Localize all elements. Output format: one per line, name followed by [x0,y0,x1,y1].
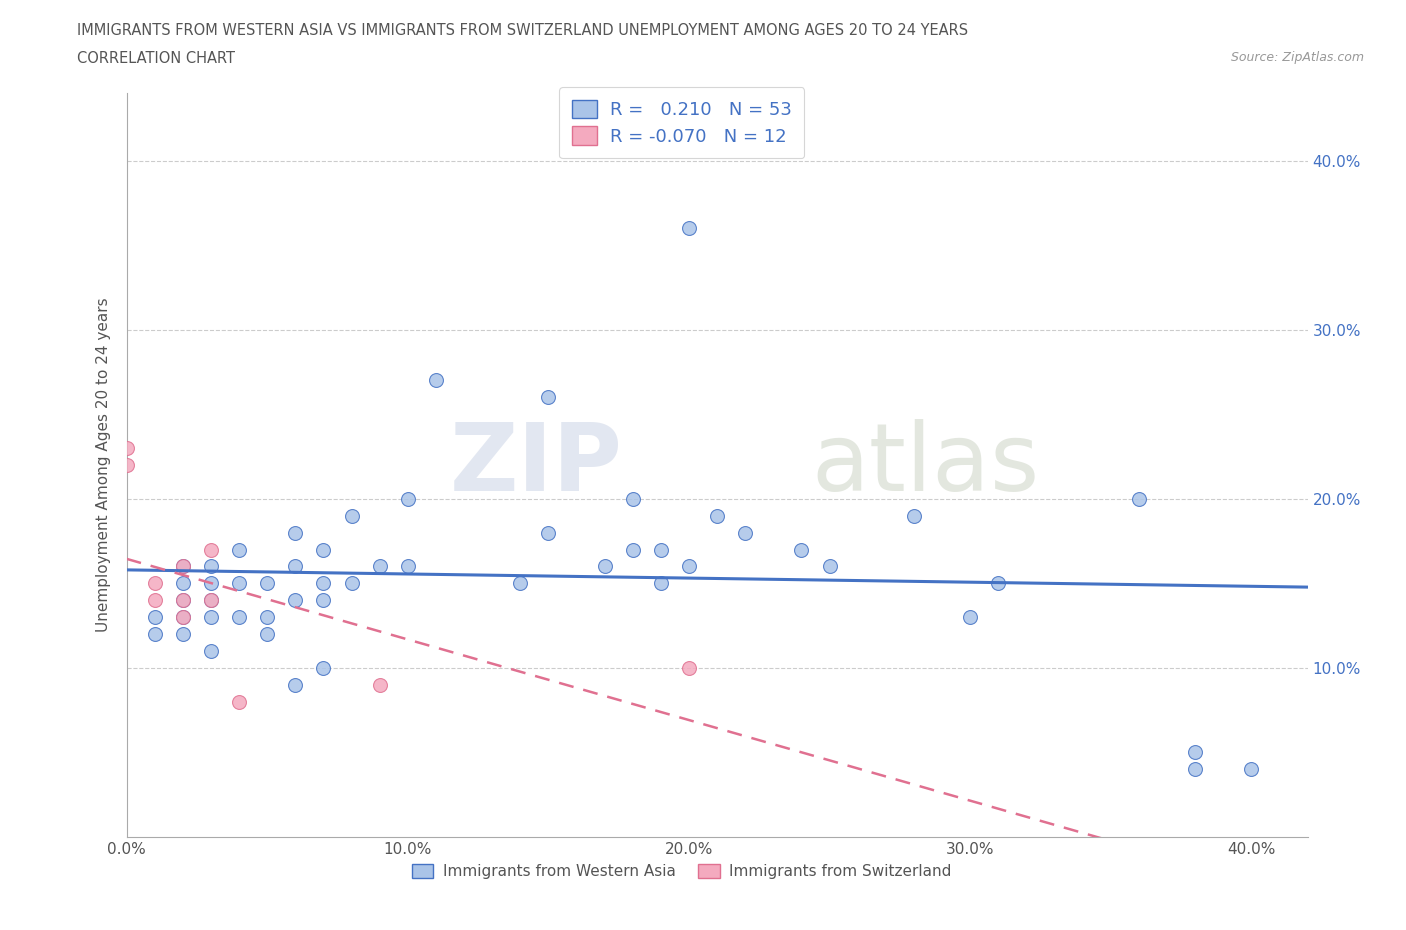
Point [1184,762,1206,777]
Point [903,509,925,524]
Point [621,491,644,506]
Point [143,592,166,607]
Point [200,592,222,607]
Point [172,592,194,607]
Point [593,559,616,574]
Point [312,576,335,591]
Point [425,373,447,388]
Point [621,542,644,557]
Point [228,542,250,557]
Point [1128,491,1150,506]
Point [228,695,250,710]
Point [396,491,419,506]
Point [340,576,363,591]
Point [200,542,222,557]
Point [172,559,194,574]
Point [172,610,194,625]
Point [256,627,278,642]
Point [284,559,307,574]
Point [678,559,700,574]
Point [143,627,166,642]
Point [818,559,841,574]
Point [284,592,307,607]
Point [312,660,335,675]
Point [1240,762,1263,777]
Point [115,441,138,456]
Point [143,576,166,591]
Point [284,677,307,692]
Point [200,559,222,574]
Point [172,610,194,625]
Point [706,509,728,524]
Text: IMMIGRANTS FROM WESTERN ASIA VS IMMIGRANTS FROM SWITZERLAND UNEMPLOYMENT AMONG A: IMMIGRANTS FROM WESTERN ASIA VS IMMIGRAN… [77,23,969,38]
Point [987,576,1010,591]
Point [790,542,813,557]
Point [143,610,166,625]
Legend: Immigrants from Western Asia, Immigrants from Switzerland: Immigrants from Western Asia, Immigrants… [406,857,957,885]
Point [537,525,560,540]
Text: CORRELATION CHART: CORRELATION CHART [77,51,235,66]
Point [650,576,672,591]
Point [228,610,250,625]
Point [172,627,194,642]
Point [340,509,363,524]
Point [678,660,700,675]
Point [537,390,560,405]
Point [734,525,756,540]
Point [200,592,222,607]
Point [228,576,250,591]
Point [284,525,307,540]
Point [172,592,194,607]
Point [200,610,222,625]
Point [650,542,672,557]
Point [256,610,278,625]
Point [200,576,222,591]
Point [678,220,700,235]
Y-axis label: Unemployment Among Ages 20 to 24 years: Unemployment Among Ages 20 to 24 years [96,298,111,632]
Point [509,576,531,591]
Text: Source: ZipAtlas.com: Source: ZipAtlas.com [1230,51,1364,64]
Point [959,610,981,625]
Point [312,592,335,607]
Point [368,677,391,692]
Point [172,576,194,591]
Point [256,576,278,591]
Point [312,542,335,557]
Point [1184,745,1206,760]
Point [368,559,391,574]
Point [200,644,222,658]
Point [115,458,138,472]
Point [396,559,419,574]
Text: atlas: atlas [811,419,1040,511]
Text: ZIP: ZIP [450,419,623,511]
Point [172,559,194,574]
